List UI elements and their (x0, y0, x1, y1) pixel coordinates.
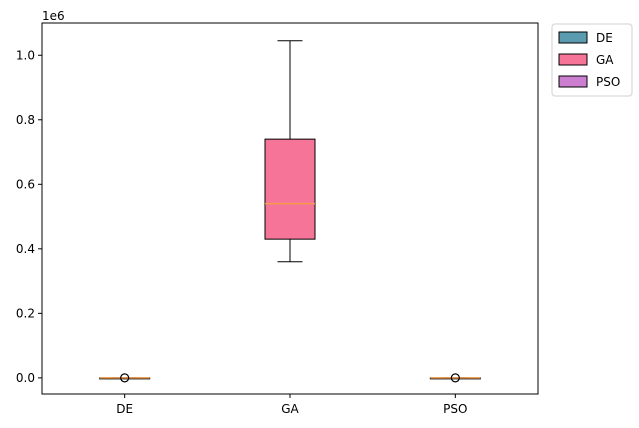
legend-swatch-de (558, 31, 588, 44)
legend-label-ga: GA (596, 53, 614, 67)
legend-label-de: DE (596, 31, 613, 45)
box-de (99, 373, 151, 383)
y-tick-label: 1.0 (16, 48, 35, 62)
box-ga (264, 40, 316, 263)
y-tick-label: 0.4 (16, 242, 35, 256)
y-scale-label: 1e6 (42, 9, 65, 23)
y-tick-label: 0.0 (16, 371, 35, 385)
y-tick-label: 0.2 (16, 306, 35, 320)
x-tick-label: GA (281, 402, 299, 416)
legend-swatch-pso (558, 75, 588, 88)
y-tick-label: 0.8 (16, 113, 35, 127)
x-axis: DE GA PSO (116, 394, 467, 416)
x-tick-label: PSO (443, 402, 467, 416)
box-pso (429, 373, 481, 383)
y-axis: 0.0 0.2 0.4 0.6 0.8 1.0 (16, 48, 42, 385)
legend-swatch-ga (558, 53, 588, 66)
outlier-point (450, 373, 460, 383)
x-tick-label: DE (116, 402, 133, 416)
y-tick-label: 0.6 (16, 177, 35, 191)
plot-area (41, 22, 539, 395)
legend: DE GA PSO (551, 23, 633, 97)
box-body (264, 138, 316, 240)
outlier-point (120, 373, 130, 383)
legend-label-pso: PSO (596, 75, 620, 89)
